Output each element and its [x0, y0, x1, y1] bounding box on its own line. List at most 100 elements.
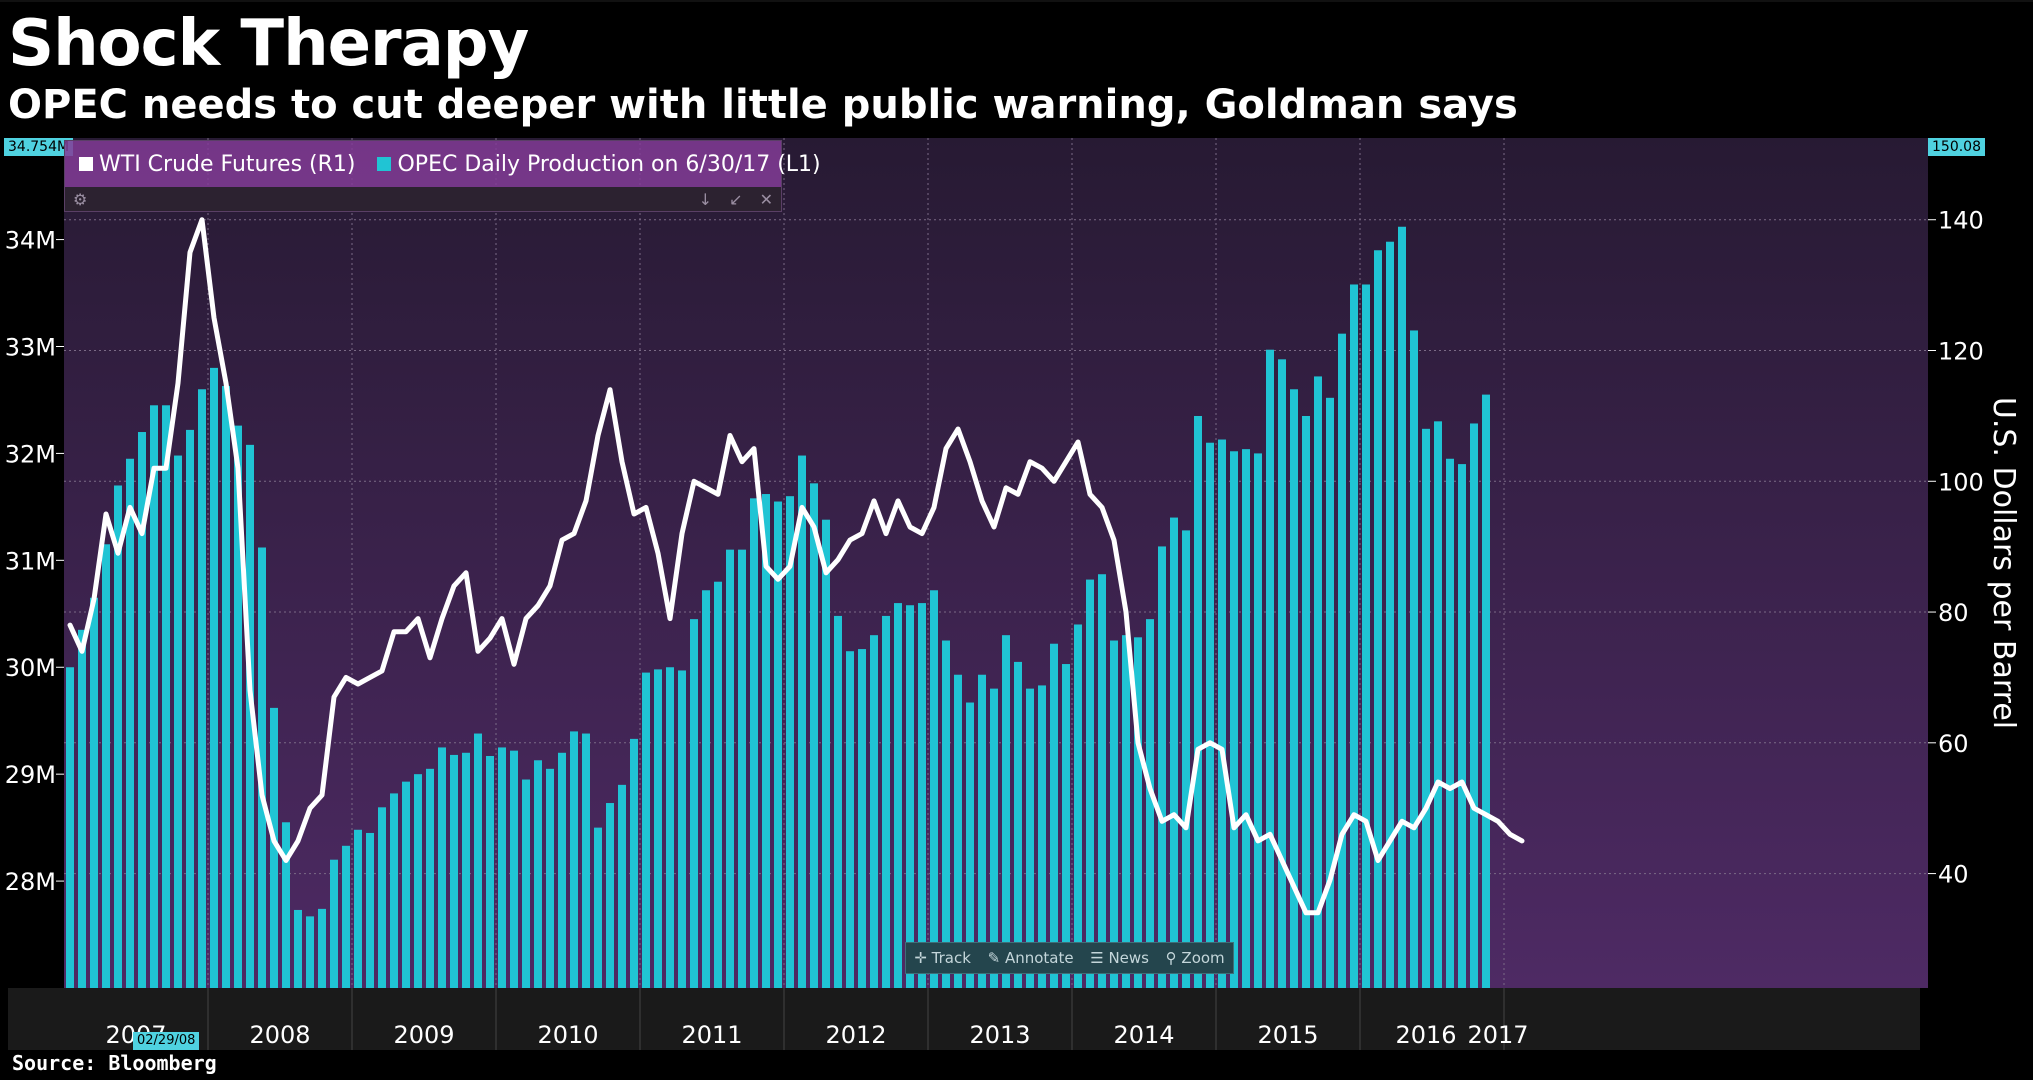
opec-bar[interactable]: [1194, 415, 1202, 988]
opec-bar[interactable]: [1374, 250, 1382, 988]
opec-bar[interactable]: [414, 774, 422, 988]
opec-bar[interactable]: [738, 549, 746, 988]
opec-bar[interactable]: [1122, 635, 1130, 988]
opec-bar[interactable]: [762, 494, 770, 988]
opec-bar[interactable]: [1074, 624, 1082, 988]
opec-bar[interactable]: [822, 519, 830, 988]
opec-bar[interactable]: [678, 670, 686, 988]
opec-bar[interactable]: [1434, 421, 1442, 988]
opec-bar[interactable]: [462, 752, 470, 988]
opec-bar[interactable]: [1170, 517, 1178, 988]
opec-bar[interactable]: [390, 793, 398, 988]
opec-bar[interactable]: [954, 674, 962, 988]
opec-bar[interactable]: [1398, 226, 1406, 989]
opec-bar[interactable]: [366, 832, 374, 988]
opec-bar[interactable]: [510, 750, 518, 988]
opec-bar[interactable]: [1110, 640, 1118, 988]
close-icon[interactable]: ✕: [759, 189, 773, 209]
opec-bar[interactable]: [630, 738, 638, 988]
opec-bar[interactable]: [906, 605, 914, 988]
opec-bar[interactable]: [1098, 574, 1106, 988]
opec-bar[interactable]: [870, 635, 878, 988]
legend-item-wti[interactable]: WTI Crude Futures (R1): [79, 152, 355, 177]
resize-icon[interactable]: ↙: [729, 189, 743, 209]
opec-bar[interactable]: [702, 590, 710, 988]
opec-bar[interactable]: [810, 483, 818, 988]
opec-bar[interactable]: [990, 688, 998, 988]
opec-bar[interactable]: [318, 908, 326, 988]
opec-bar[interactable]: [1230, 451, 1238, 988]
opec-bar[interactable]: [90, 597, 98, 988]
wti-line[interactable]: [67, 217, 1525, 916]
opec-bar[interactable]: [354, 829, 362, 988]
opec-bar[interactable]: [858, 649, 866, 988]
opec-bar[interactable]: [378, 807, 386, 988]
opec-bar[interactable]: [966, 702, 974, 988]
opec-bar[interactable]: [294, 909, 302, 988]
annotate-button[interactable]: ✎ Annotate: [988, 949, 1074, 967]
opec-bar[interactable]: [210, 367, 218, 988]
opec-bar[interactable]: [1386, 241, 1394, 988]
opec-bar[interactable]: [546, 768, 554, 988]
opec-bar[interactable]: [522, 779, 530, 988]
opec-bar[interactable]: [1158, 546, 1166, 988]
zoom-button[interactable]: ⚲ Zoom: [1166, 949, 1225, 967]
opec-bar[interactable]: [1134, 637, 1142, 988]
opec-bar[interactable]: [1146, 619, 1154, 988]
track-button[interactable]: ✛ Track: [914, 949, 971, 967]
opec-bar[interactable]: [726, 549, 734, 988]
opec-bar[interactable]: [402, 781, 410, 988]
opec-bar[interactable]: [162, 405, 170, 988]
opec-bar[interactable]: [78, 629, 86, 988]
opec-bar[interactable]: [618, 784, 626, 988]
opec-bar[interactable]: [198, 389, 206, 988]
opec-bar[interactable]: [246, 444, 254, 988]
opec-bar[interactable]: [1026, 688, 1034, 988]
opec-bar[interactable]: [774, 501, 782, 988]
opec-bar[interactable]: [1014, 661, 1022, 988]
opec-bar[interactable]: [750, 498, 758, 988]
opec-bar[interactable]: [606, 803, 614, 988]
opec-bar[interactable]: [186, 429, 194, 988]
opec-bar[interactable]: [558, 752, 566, 988]
opec-bar[interactable]: [66, 667, 74, 988]
opec-bar[interactable]: [642, 672, 650, 988]
opec-bar[interactable]: [942, 640, 950, 988]
opec-bar[interactable]: [126, 458, 134, 988]
opec-bar[interactable]: [1086, 579, 1094, 988]
opec-bar[interactable]: [1338, 333, 1346, 988]
gear-icon[interactable]: ⚙: [73, 189, 88, 209]
opec-bar[interactable]: [834, 615, 842, 988]
news-button[interactable]: ☰ News: [1090, 949, 1149, 967]
legend[interactable]: WTI Crude Futures (R1) OPEC Daily Produc…: [64, 140, 821, 212]
opec-bar[interactable]: [474, 733, 482, 988]
opec-bar[interactable]: [1038, 685, 1046, 988]
opec-bar[interactable]: [1470, 423, 1478, 989]
opec-bar[interactable]: [102, 544, 110, 988]
pin-icon[interactable]: ↓: [698, 189, 712, 209]
opec-bar[interactable]: [426, 768, 434, 988]
opec-bar[interactable]: [978, 674, 986, 988]
opec-bar[interactable]: [330, 859, 338, 988]
opec-bar[interactable]: [1290, 389, 1298, 988]
opec-bar[interactable]: [1278, 359, 1286, 988]
opec-bar[interactable]: [258, 547, 266, 988]
opec-bar[interactable]: [450, 754, 458, 988]
legend-item-opec[interactable]: OPEC Daily Production on 6/30/17 (L1): [377, 152, 821, 177]
opec-bar[interactable]: [1182, 530, 1190, 988]
opec-bar[interactable]: [486, 755, 494, 988]
opec-bar[interactable]: [570, 731, 578, 988]
opec-bar[interactable]: [690, 619, 698, 988]
opec-bar[interactable]: [786, 496, 794, 988]
opec-bar[interactable]: [930, 590, 938, 988]
opec-bar[interactable]: [1482, 394, 1490, 988]
opec-bar[interactable]: [174, 455, 182, 988]
opec-bar[interactable]: [342, 845, 350, 988]
opec-bar[interactable]: [1446, 458, 1454, 988]
opec-bar[interactable]: [438, 747, 446, 988]
opec-bar[interactable]: [1458, 464, 1466, 989]
opec-bar[interactable]: [594, 827, 602, 988]
opec-bar[interactable]: [234, 425, 242, 988]
opec-bar[interactable]: [114, 485, 122, 988]
